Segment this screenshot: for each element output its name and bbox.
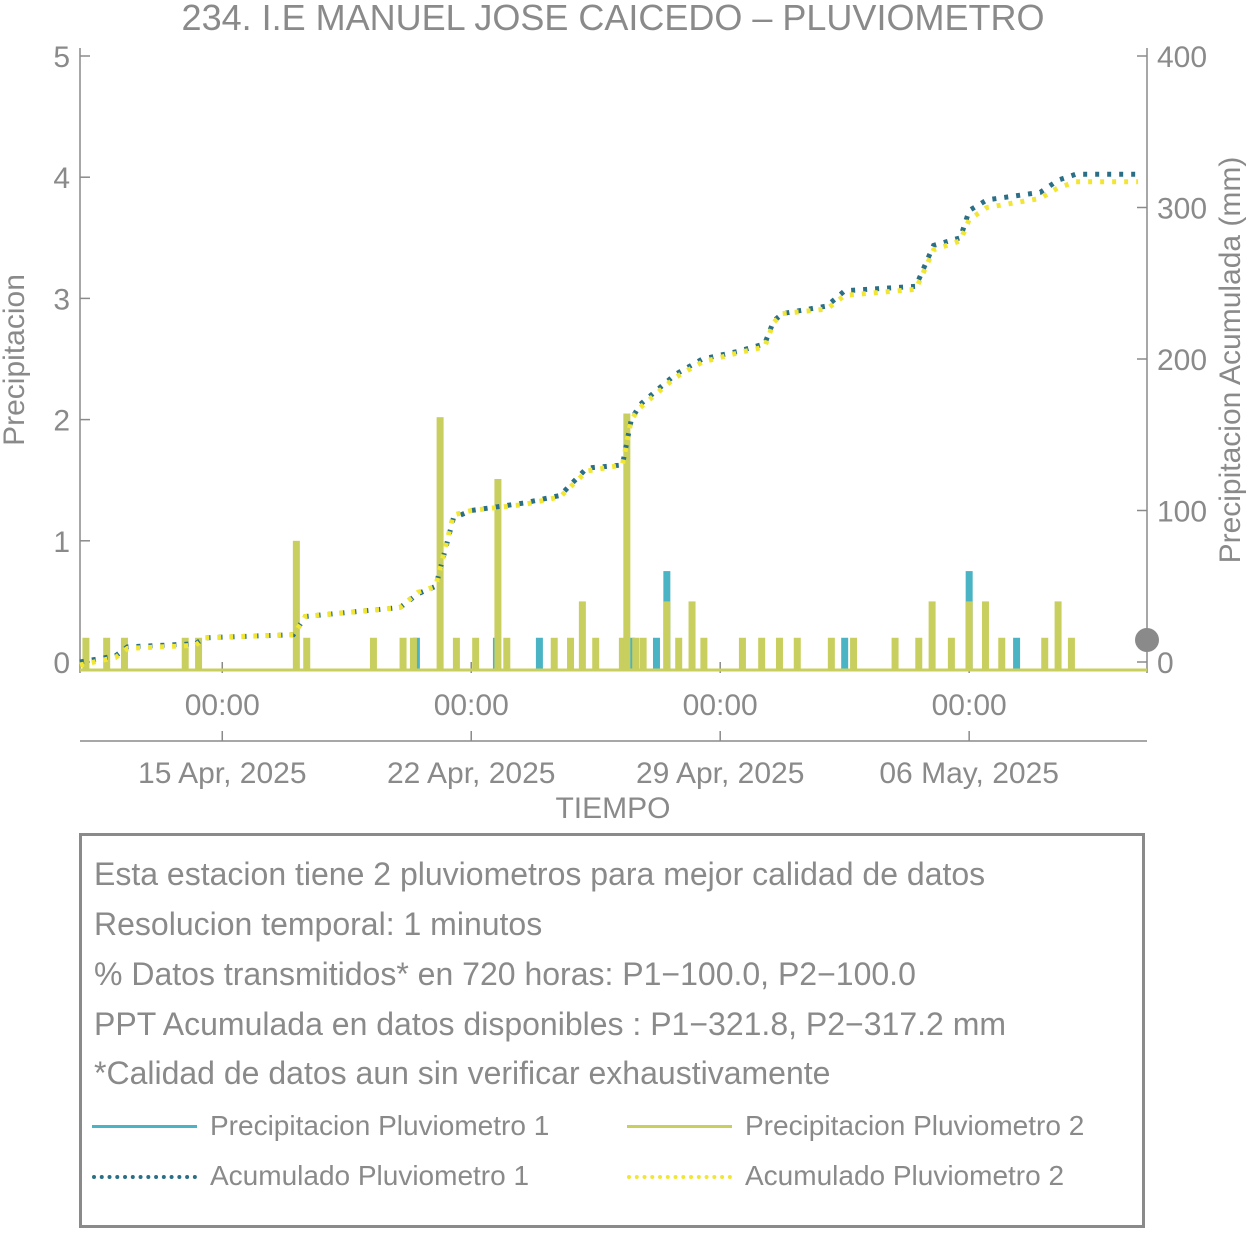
y-left-tick-label: 5 — [53, 41, 70, 74]
chart-title: 234. I.E MANUEL JOSE CAICEDO – PLUVIOMET… — [182, 0, 1045, 38]
precip-bar-2 — [494, 478, 502, 670]
precip-bar-2 — [409, 637, 417, 670]
precip-bar-2 — [965, 601, 973, 670]
x-time-tick-label: 00:00 — [932, 689, 1007, 722]
precip-bar-2 — [550, 637, 558, 670]
accumulated-line-2 — [79, 179, 1139, 668]
precip-bar-2 — [998, 637, 1006, 670]
precip-bar-2 — [623, 413, 631, 670]
precip-bar-2 — [567, 637, 575, 670]
y-right-tick-label: 100 — [1157, 496, 1207, 529]
precip-bar-2 — [618, 637, 626, 670]
precip-bar-2 — [700, 637, 708, 670]
precip-bar-1 — [627, 637, 635, 670]
precip-bar-2 — [758, 637, 766, 670]
precip-bar-2 — [369, 637, 377, 670]
precip-bar-2 — [688, 601, 696, 670]
info-line-transmitted: % Datos transmitidos* en 720 horas: P1−1… — [94, 956, 916, 992]
bars — [80, 413, 1147, 672]
y-right-tick-label: 0 — [1157, 647, 1174, 680]
axes — [79, 48, 1148, 742]
accumulated-lines — [79, 171, 1139, 668]
precip-bar-2 — [472, 637, 480, 670]
precip-bar-2 — [850, 637, 858, 670]
x-time-tick-label: 00:00 — [434, 689, 509, 722]
precip-bar-2 — [775, 637, 783, 670]
precipitation-chart: 234. I.E MANUEL JOSE CAICEDO – PLUVIOMET… — [0, 0, 1247, 825]
precip-bar-2 — [632, 637, 640, 670]
precip-bar-2 — [738, 637, 746, 670]
precip-bar-1 — [652, 637, 660, 670]
y-left-label: Precipitacion — [0, 274, 31, 446]
x-time-tick-label: 00:00 — [683, 689, 758, 722]
legend-entry-acc1: Acumulado Pluviometro 1 — [92, 1161, 592, 1191]
legend-swatch-p1 — [92, 1125, 197, 1128]
precip-bar-2 — [82, 637, 90, 670]
x-date-tick-label: 22 Apr, 2025 — [387, 757, 556, 790]
y-left-tick-label: 1 — [53, 526, 70, 559]
precip-bar-2 — [120, 637, 128, 670]
x-date-tick-label: 29 Apr, 2025 — [636, 757, 805, 790]
info-line-quality: *Calidad de datos aun sin verificar exha… — [94, 1055, 831, 1091]
legend-label-p1: Precipitacion Pluviometro 1 — [210, 1110, 550, 1141]
precip-bar-2 — [1054, 601, 1062, 670]
legend-label-p2: Precipitacion Pluviometro 2 — [745, 1110, 1085, 1141]
y-left-tick-label: 4 — [53, 162, 70, 195]
x-date-tick-label: 15 Apr, 2025 — [138, 757, 307, 790]
precip-bar-2 — [827, 637, 835, 670]
precip-bar-2 — [793, 637, 801, 670]
y-left-tick-label: 3 — [53, 283, 70, 316]
precip-bar-2 — [292, 540, 300, 670]
info-box: Esta estacion tiene 2 pluviometros para … — [79, 833, 1145, 1228]
precip-bar-2 — [675, 637, 683, 670]
info-line-accumulated: PPT Acumulada en datos disponibles : P1−… — [94, 1006, 1006, 1042]
legend-entry-p1: Precipitacion Pluviometro 1 — [92, 1111, 592, 1141]
x-date-tick-label: 06 May, 2025 — [879, 757, 1059, 790]
precip-bar-2 — [663, 601, 671, 670]
precip-bar-2 — [981, 601, 989, 670]
legend-entry-p2: Precipitacion Pluviometro 2 — [627, 1111, 1127, 1141]
x-axis-label: TIEMPO — [555, 792, 670, 825]
legend-label-acc2: Acumulado Pluviometro 2 — [745, 1160, 1065, 1191]
precip-bar-2 — [1041, 637, 1049, 670]
info-line-stations: Esta estacion tiene 2 pluviometros para … — [94, 856, 986, 892]
x-time-tick-label: 00:00 — [185, 689, 260, 722]
precip-bar-2 — [891, 637, 899, 670]
precip-bar-2 — [195, 637, 203, 670]
y-left-tick-label: 2 — [53, 405, 70, 438]
legend-swatch-acc1 — [92, 1175, 197, 1179]
y-right-tick-label: 300 — [1157, 193, 1207, 226]
precip-bar-2 — [452, 637, 460, 670]
precip-bar-2 — [947, 637, 955, 670]
precip-bar-1 — [1013, 637, 1021, 670]
info-line-resolution: Resolucion temporal: 1 minutos — [94, 906, 543, 942]
precip-bar-2 — [399, 637, 407, 670]
accumulated-line-1 — [79, 171, 1139, 665]
end-marker — [1135, 628, 1159, 652]
precip-bar-2 — [592, 637, 600, 670]
legend-swatch-p2 — [627, 1125, 732, 1128]
precip-bar-1 — [841, 637, 849, 670]
precip-bar-2 — [181, 637, 189, 670]
legend-label-acc1: Acumulado Pluviometro 1 — [210, 1160, 530, 1191]
precip-bar-2 — [103, 637, 111, 670]
precip-bar-2 — [503, 637, 511, 670]
y-right-label: Precipitacion Acumulada (mm) — [1214, 157, 1247, 564]
legend-entry-acc2: Acumulado Pluviometro 2 — [627, 1161, 1127, 1191]
precip-bar-2 — [1067, 637, 1075, 670]
y-right-tick-label: 400 — [1157, 41, 1207, 74]
y-right-tick-label: 200 — [1157, 344, 1207, 377]
precip-bar-2 — [928, 601, 936, 670]
precip-bar-2 — [436, 417, 444, 670]
y-left-tick-label: 0 — [53, 647, 70, 680]
precip-bar-2 — [303, 637, 311, 670]
precip-bar-1 — [535, 637, 543, 670]
tick-labels: 0 1 2 3 4 5 0 100 200 300 400 00:00 00:00 00:00 00:00 1… — [53, 41, 1207, 790]
precip-bar-2 — [578, 601, 586, 670]
legend-swatch-acc2 — [627, 1175, 732, 1179]
precip-bar-2 — [639, 637, 647, 670]
precip-bar-2 — [915, 637, 923, 670]
